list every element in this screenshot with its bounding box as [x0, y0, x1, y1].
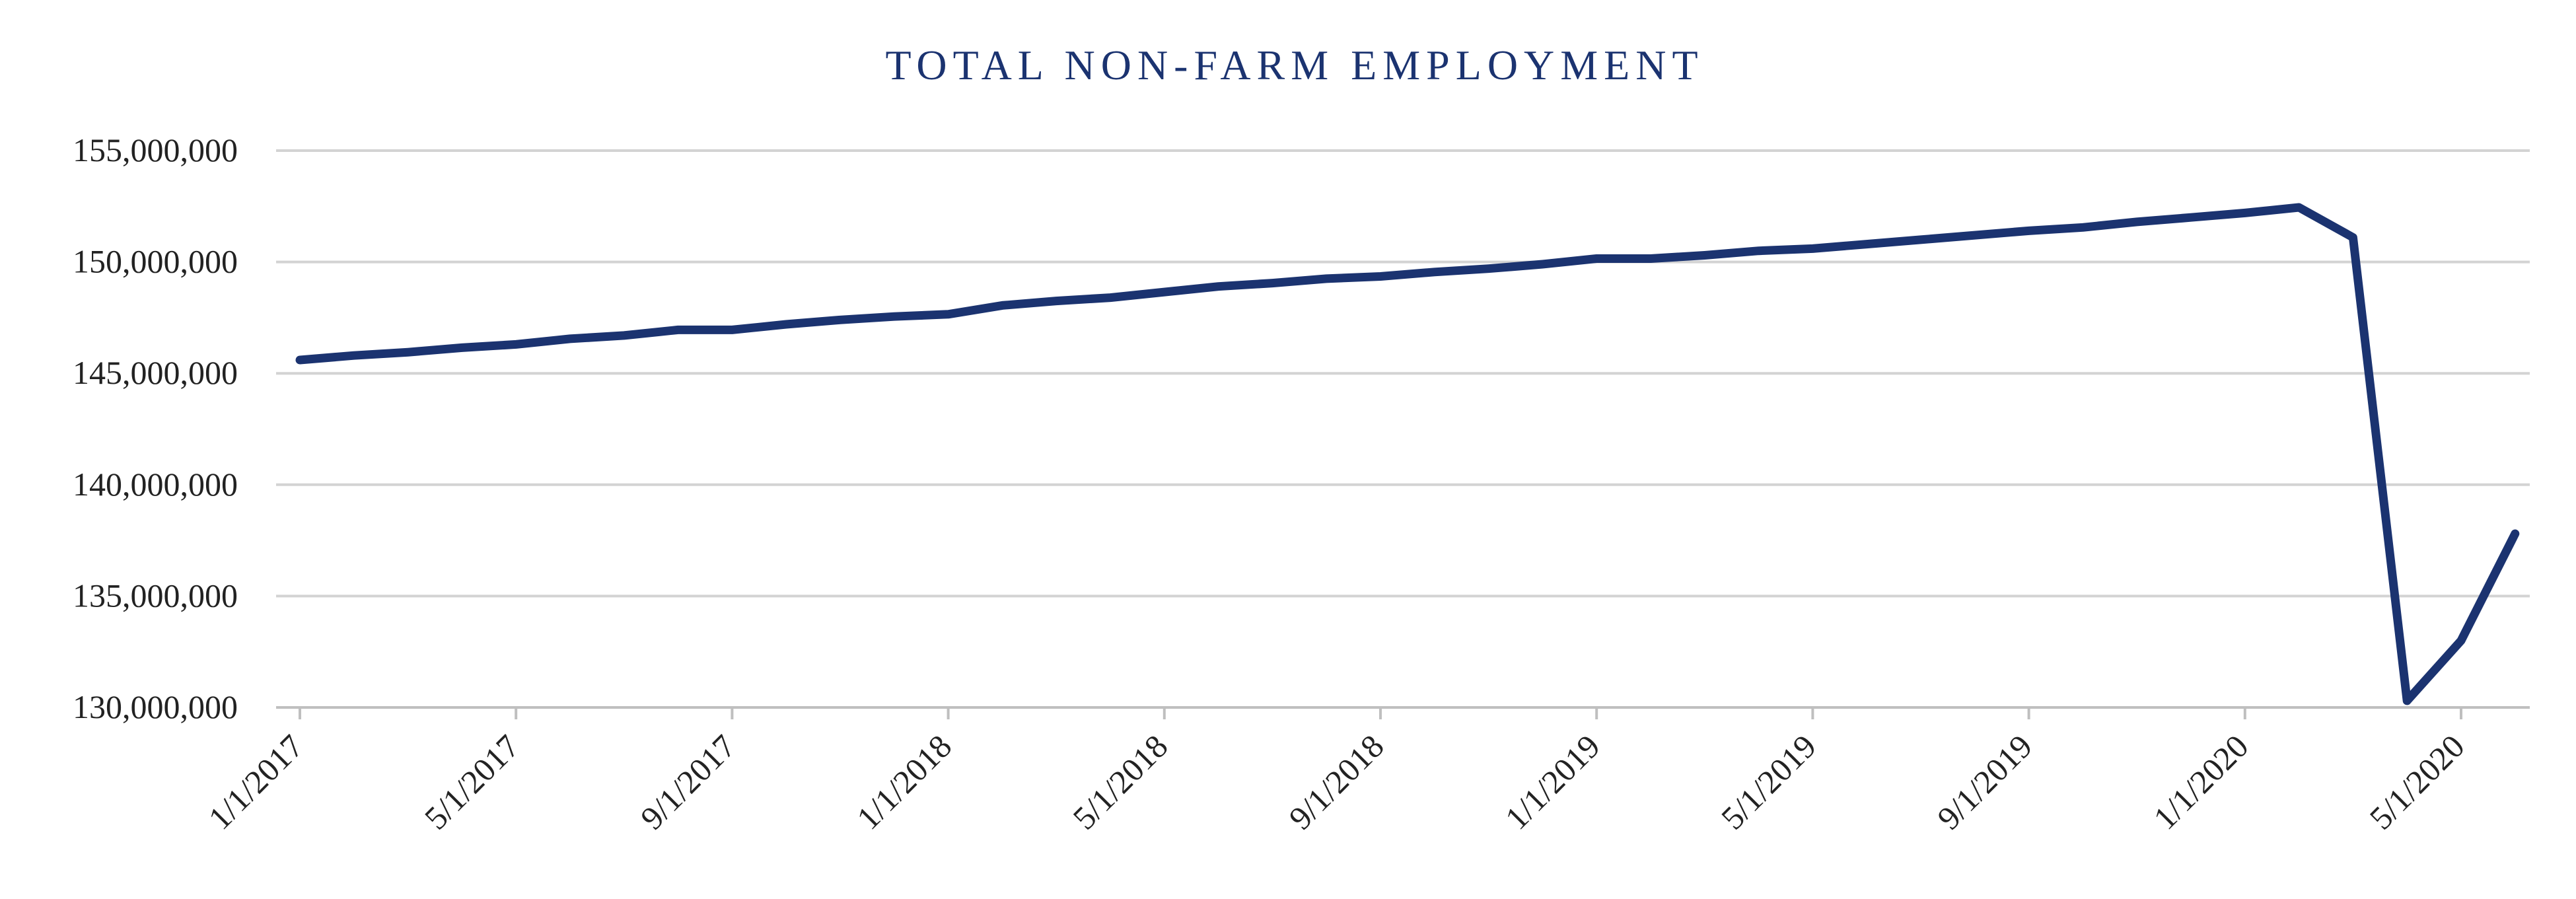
x-tick-label: 5/1/2018 — [1065, 727, 1174, 836]
y-tick-label: 145,000,000 — [73, 354, 238, 391]
x-tick-label: 9/1/2018 — [1281, 727, 1390, 836]
x-tick-label: 1/1/2018 — [849, 727, 958, 836]
x-tick-label: 5/1/2019 — [1714, 727, 1823, 836]
chart-title: TOTAL NON-FARM EMPLOYMENT — [885, 42, 1703, 89]
y-tick-label: 155,000,000 — [73, 131, 238, 168]
gridlines — [276, 149, 2530, 598]
y-tick-label: 130,000,000 — [73, 688, 238, 725]
series-line-employment — [295, 203, 2520, 705]
y-tick-label: 150,000,000 — [73, 243, 238, 280]
x-tick-label: 9/1/2019 — [1930, 727, 2039, 836]
x-tick-label: 1/1/2019 — [1498, 727, 1607, 836]
x-tick-label: 5/1/2020 — [2362, 727, 2471, 836]
x-axis-ticks: 1/1/2017 5/1/2017 9/1/2017 1/1/2018 5/1/2018… — [201, 707, 2472, 836]
x-tick-label: 1/1/2017 — [201, 727, 310, 836]
x-tick-label: 9/1/2017 — [633, 727, 742, 836]
y-tick-label: 140,000,000 — [73, 466, 238, 503]
y-tick-label: 135,000,000 — [73, 577, 238, 614]
y-axis-ticks: 130,000,000 135,000,000 140,000,000 145,000… — [73, 131, 238, 725]
x-tick-label: 5/1/2017 — [417, 727, 526, 836]
x-tick-label: 1/1/2020 — [2146, 727, 2255, 836]
